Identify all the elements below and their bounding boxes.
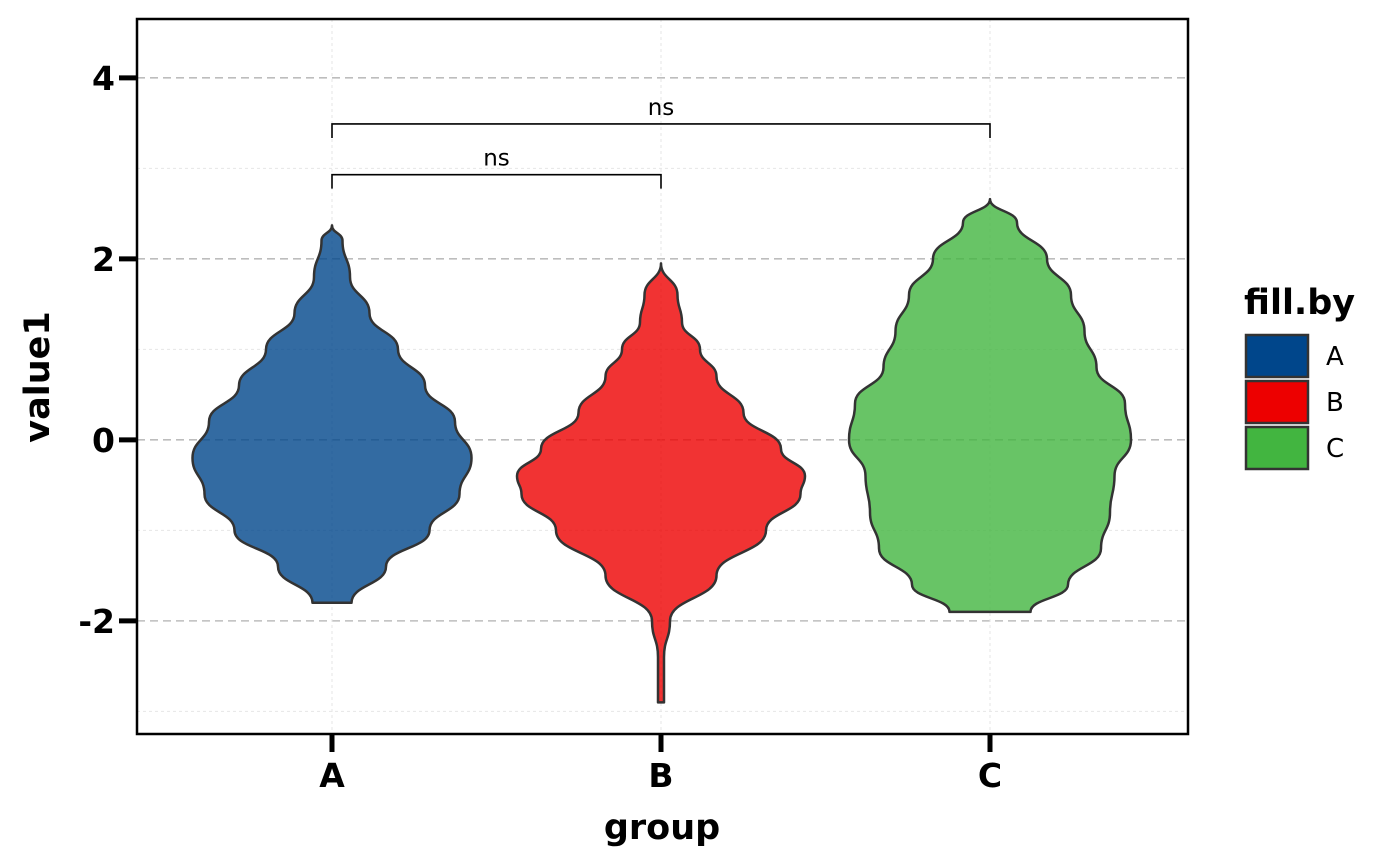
legend-swatch-A <box>1244 333 1310 379</box>
x-tick-label: C <box>978 756 1002 795</box>
y-axis-title: value1 <box>18 311 58 442</box>
y-tick-label: 2 <box>92 240 115 279</box>
significance-brackets: ns ns <box>331 95 991 189</box>
x-axis-title: group <box>604 808 720 848</box>
legend-label-A: A <box>1326 342 1344 372</box>
legend-title: fill.by <box>1244 283 1355 323</box>
y-axis: -2 0 2 4 <box>78 59 137 641</box>
comparison-bracket <box>331 123 991 138</box>
legend-label-B: B <box>1326 388 1344 418</box>
legend-label-C: C <box>1326 434 1344 464</box>
violin-A <box>191 224 473 605</box>
comparison-bracket <box>331 173 662 189</box>
x-tick-label: A <box>319 756 345 795</box>
y-tick-label: -2 <box>78 602 115 641</box>
x-axis: A B C <box>319 734 1002 795</box>
y-tick-label: 0 <box>92 421 115 460</box>
legend: fill.by ABC <box>1244 283 1355 471</box>
y-tick-label: 4 <box>92 59 115 98</box>
comparison-label: ns <box>483 146 510 172</box>
legend-swatch-C <box>1244 425 1310 471</box>
legend-swatch-B <box>1244 379 1310 425</box>
x-tick-label: B <box>648 756 673 795</box>
violin-C <box>847 197 1133 614</box>
violin-B <box>515 262 807 704</box>
comparison-label: ns <box>648 95 675 121</box>
violins <box>191 197 1133 704</box>
